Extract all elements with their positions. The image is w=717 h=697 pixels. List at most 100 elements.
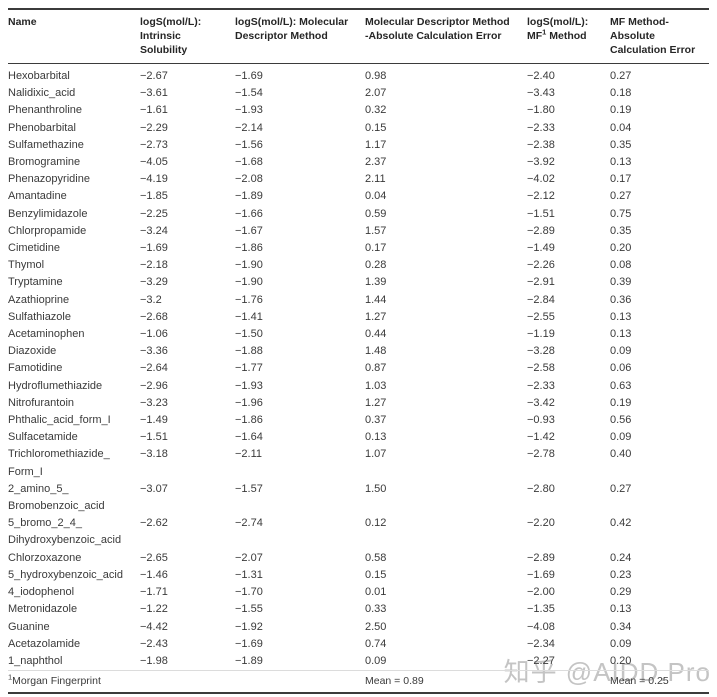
compound-name-cell: 5_bromo_2_4_ Dihydroxybenzoic_acid bbox=[8, 517, 122, 547]
intrinsic-solubility-cell: −2.65 bbox=[140, 551, 168, 564]
descriptor-error-cell: 0.12 bbox=[365, 517, 387, 530]
intrinsic-solubility-cell: −2.43 bbox=[140, 637, 168, 650]
intrinsic-solubility-cell: −2.68 bbox=[140, 310, 168, 323]
descriptor-error-cell: 0.74 bbox=[365, 637, 387, 650]
descriptor-method-cell: −1.54 bbox=[235, 87, 263, 100]
compound-name-cell: Trichloromethiazide_ Form_I bbox=[8, 448, 110, 478]
descriptor-method-cell: −1.86 bbox=[235, 242, 263, 255]
column-header-name: Name bbox=[8, 9, 140, 64]
compound-name-cell: Phthalic_acid_form_I bbox=[8, 414, 111, 427]
table-row: Chlorpropamide −3.24 −1.67 1.57 −2.89 0.… bbox=[8, 223, 709, 240]
compound-name-cell: Chlorzoxazone bbox=[8, 551, 82, 564]
mf-header-superscript: 1 bbox=[542, 27, 547, 37]
compound-name-cell: Sulfacetamide bbox=[8, 431, 78, 444]
descriptor-error-cell: 0.37 bbox=[365, 414, 387, 427]
mf-method-cell: −2.33 bbox=[527, 121, 555, 134]
mf-method-cell: −2.40 bbox=[527, 70, 555, 82]
mf-method-cell: −1.42 bbox=[527, 431, 555, 444]
intrinsic-solubility-cell: −1.85 bbox=[140, 190, 168, 203]
compound-name-cell: Phenazopyridine bbox=[8, 173, 90, 186]
header-row: Name logS(mol/L): Intrinsic Solubility l… bbox=[8, 9, 709, 64]
descriptor-method-cell: −1.64 bbox=[235, 431, 263, 444]
mf-method-cell: −2.26 bbox=[527, 259, 555, 272]
intrinsic-solubility-cell: −2.25 bbox=[140, 207, 168, 220]
mf-method-cell: −3.43 bbox=[527, 87, 555, 100]
descriptor-error-cell: 0.17 bbox=[365, 242, 387, 255]
table-row: Bromogramine −4.05 −1.68 2.37 −3.92 0.13 bbox=[8, 154, 709, 171]
intrinsic-solubility-cell: −1.49 bbox=[140, 414, 168, 427]
compound-name-cell: Hydroflumethiazide bbox=[8, 379, 103, 392]
footnote-morgan-fingerprint: 1Morgan Fingerprint bbox=[8, 670, 365, 695]
intrinsic-solubility-cell: −1.22 bbox=[140, 603, 168, 616]
mf-method-cell: −2.91 bbox=[527, 276, 555, 289]
descriptor-method-cell: −1.76 bbox=[235, 293, 263, 306]
mf-error-cell: 0.20 bbox=[610, 654, 632, 667]
mf-error-cell: 0.29 bbox=[610, 586, 632, 599]
column-header-descriptor-method: logS(mol/L): Molecular Descriptor Method bbox=[235, 9, 365, 64]
descriptor-method-cell: −1.96 bbox=[235, 396, 263, 409]
mf-method-cell: −1.69 bbox=[527, 568, 555, 581]
descriptor-method-cell: −1.56 bbox=[235, 138, 263, 151]
mf-method-cell: −3.28 bbox=[527, 345, 555, 358]
descriptor-method-cell: −2.74 bbox=[235, 517, 263, 530]
mf-method-cell: −2.38 bbox=[527, 138, 555, 151]
intrinsic-solubility-cell: −2.96 bbox=[140, 379, 168, 392]
descriptor-method-cell: −1.89 bbox=[235, 190, 263, 203]
intrinsic-solubility-cell: −3.24 bbox=[140, 224, 168, 237]
intrinsic-solubility-cell: −2.64 bbox=[140, 362, 168, 375]
table-row: Hexobarbital −2.67 −1.69 0.98 −2.40 0.27 bbox=[8, 64, 709, 86]
footnote-superscript: 1 bbox=[8, 672, 13, 682]
mf-method-cell: −1.49 bbox=[527, 242, 555, 255]
table-footer: 1Morgan Fingerprint Mean = 0.89 Mean = 0… bbox=[8, 670, 709, 695]
mf-error-cell: 0.56 bbox=[610, 414, 632, 427]
mf-error-cell: 0.35 bbox=[610, 138, 632, 151]
descriptor-method-cell: −1.50 bbox=[235, 328, 263, 341]
intrinsic-solubility-cell: −4.05 bbox=[140, 156, 168, 169]
descriptor-method-cell: −2.07 bbox=[235, 551, 263, 564]
descriptor-method-cell: −1.57 bbox=[235, 482, 263, 495]
descriptor-error-cell: 0.98 bbox=[365, 70, 387, 82]
table-row: Guanine −4.42 −1.92 2.50 −4.08 0.34 bbox=[8, 619, 709, 636]
mf-method-cell: −4.08 bbox=[527, 620, 555, 633]
mf-method-cell: −2.89 bbox=[527, 224, 555, 237]
table-body: Hexobarbital −2.67 −1.69 0.98 −2.40 0.27… bbox=[8, 64, 709, 671]
intrinsic-solubility-cell: −1.71 bbox=[140, 586, 168, 599]
mf-error-cell: 0.19 bbox=[610, 104, 632, 117]
mf-method-cell: −1.51 bbox=[527, 207, 555, 220]
descriptor-error-cell: 2.37 bbox=[365, 156, 387, 169]
table-row: Chlorzoxazone −2.65 −2.07 0.58 −2.89 0.2… bbox=[8, 550, 709, 567]
mf-method-cell: −2.33 bbox=[527, 379, 555, 392]
descriptor-method-cell: −2.08 bbox=[235, 173, 263, 186]
mf-error-cell: 0.09 bbox=[610, 431, 632, 444]
mf-error-cell: 0.27 bbox=[610, 70, 632, 82]
mf-method-cell: −1.19 bbox=[527, 328, 555, 341]
table-row: Phenobarbital −2.29 −2.14 0.15 −2.33 0.0… bbox=[8, 120, 709, 137]
intrinsic-solubility-cell: −4.19 bbox=[140, 173, 168, 186]
descriptor-error-cell: 0.58 bbox=[365, 551, 387, 564]
table-row: 2_amino_5_ Bromobenzoic_acid −3.07 −1.57… bbox=[8, 481, 709, 515]
mf-method-cell: −2.89 bbox=[527, 551, 555, 564]
descriptor-method-cell: −1.68 bbox=[235, 156, 263, 169]
empty-footer-cell bbox=[527, 670, 610, 695]
compound-name-cell: Guanine bbox=[8, 620, 50, 633]
mf-error-cell: 0.18 bbox=[610, 87, 632, 100]
intrinsic-solubility-cell: −3.2 bbox=[140, 293, 162, 306]
intrinsic-solubility-cell: −2.18 bbox=[140, 259, 168, 272]
table-row: Cimetidine −1.69 −1.86 0.17 −1.49 0.20 bbox=[8, 240, 709, 257]
descriptor-error-cell: 2.07 bbox=[365, 87, 387, 100]
intrinsic-solubility-cell: −3.18 bbox=[140, 448, 168, 461]
table-row: Benzylimidazole −2.25 −1.66 0.59 −1.51 0… bbox=[8, 206, 709, 223]
table-row: Phenanthroline −1.61 −1.93 0.32 −1.80 0.… bbox=[8, 102, 709, 119]
descriptor-method-cell: −1.41 bbox=[235, 310, 263, 323]
mf-method-cell: −2.00 bbox=[527, 586, 555, 599]
table-row: Trichloromethiazide_ Form_I −3.18 −2.11 … bbox=[8, 446, 709, 480]
intrinsic-solubility-cell: −1.69 bbox=[140, 242, 168, 255]
descriptor-error-cell: 1.39 bbox=[365, 276, 387, 289]
descriptor-error-cell: 1.03 bbox=[365, 379, 387, 392]
mf-method-cell: −1.80 bbox=[527, 104, 555, 117]
descriptor-method-cell: −1.77 bbox=[235, 362, 263, 375]
mf-error-cell: 0.42 bbox=[610, 517, 632, 530]
compound-name-cell: 5_hydroxybenzoic_acid bbox=[8, 568, 123, 581]
compound-name-cell: Nalidixic_acid bbox=[8, 87, 76, 100]
mf-method-cell: −2.84 bbox=[527, 293, 555, 306]
